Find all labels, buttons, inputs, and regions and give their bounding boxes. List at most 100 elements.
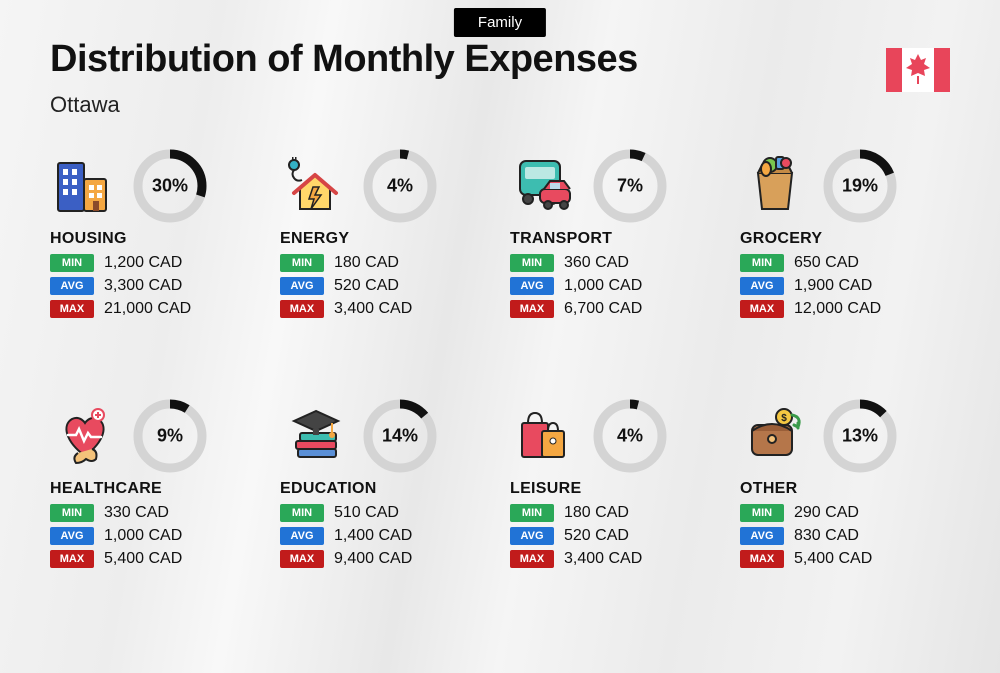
category-name: HEALTHCARE — [50, 480, 260, 498]
max-value: 3,400 CAD — [334, 300, 412, 318]
transport-icon — [510, 151, 580, 221]
percent-label: 14% — [382, 426, 418, 447]
percent-ring: 7% — [592, 148, 668, 224]
expense-card: 14% EDUCATION MIN 510 CAD AVG 1,400 CAD … — [280, 398, 490, 628]
category-name: OTHER — [740, 480, 950, 498]
max-tag: MAX — [280, 300, 324, 318]
page-title: Distribution of Monthly Expenses — [50, 38, 638, 81]
expense-card: 30% HOUSING MIN 1,200 CAD AVG 3,300 CAD … — [50, 148, 260, 378]
avg-value: 1,400 CAD — [334, 527, 412, 545]
avg-tag: AVG — [740, 277, 784, 295]
stat-avg: AVG 1,900 CAD — [740, 277, 950, 295]
stat-min: MIN 650 CAD — [740, 254, 950, 272]
min-value: 510 CAD — [334, 504, 399, 522]
percent-label: 4% — [617, 426, 643, 447]
stat-min: MIN 330 CAD — [50, 504, 260, 522]
avg-tag: AVG — [740, 527, 784, 545]
avg-value: 1,900 CAD — [794, 277, 872, 295]
max-value: 3,400 CAD — [564, 550, 642, 568]
education-icon — [280, 401, 350, 471]
stat-max: MAX 3,400 CAD — [510, 550, 720, 568]
min-value: 180 CAD — [334, 254, 399, 272]
min-tag: MIN — [740, 504, 784, 522]
percent-label: 4% — [387, 176, 413, 197]
expense-card: 4% LEISURE MIN 180 CAD AVG 520 CAD MAX 3… — [510, 398, 720, 628]
min-value: 290 CAD — [794, 504, 859, 522]
grocery-icon — [740, 151, 810, 221]
expense-card: 7% TRANSPORT MIN 360 CAD AVG 1,000 CAD M… — [510, 148, 720, 378]
percent-label: 7% — [617, 176, 643, 197]
max-tag: MAX — [50, 550, 94, 568]
max-tag: MAX — [280, 550, 324, 568]
expense-card: 9% HEALTHCARE MIN 330 CAD AVG 1,000 CAD … — [50, 398, 260, 628]
max-value: 12,000 CAD — [794, 300, 881, 318]
percent-ring: 30% — [132, 148, 208, 224]
max-value: 21,000 CAD — [104, 300, 191, 318]
stat-max: MAX 5,400 CAD — [740, 550, 950, 568]
stat-max: MAX 6,700 CAD — [510, 300, 720, 318]
avg-tag: AVG — [510, 277, 554, 295]
stat-min: MIN 180 CAD — [280, 254, 490, 272]
energy-icon — [280, 151, 350, 221]
max-value: 5,400 CAD — [104, 550, 182, 568]
category-name: TRANSPORT — [510, 230, 720, 248]
stat-max: MAX 12,000 CAD — [740, 300, 950, 318]
max-tag: MAX — [740, 300, 784, 318]
percent-ring: 19% — [822, 148, 898, 224]
stat-min: MIN 1,200 CAD — [50, 254, 260, 272]
avg-tag: AVG — [50, 527, 94, 545]
percent-label: 30% — [152, 176, 188, 197]
avg-tag: AVG — [280, 277, 324, 295]
expense-card: 19% GROCERY MIN 650 CAD AVG 1,900 CAD MA… — [740, 148, 950, 378]
stat-max: MAX 5,400 CAD — [50, 550, 260, 568]
other-icon: $ — [740, 401, 810, 471]
expense-card: $ 13% OTHER MIN 290 CAD AVG 830 CAD MAX … — [740, 398, 950, 628]
category-name: HOUSING — [50, 230, 260, 248]
leisure-icon — [510, 401, 580, 471]
category-name: GROCERY — [740, 230, 950, 248]
avg-value: 3,300 CAD — [104, 277, 182, 295]
percent-ring: 4% — [362, 148, 438, 224]
min-tag: MIN — [510, 254, 554, 272]
avg-value: 1,000 CAD — [104, 527, 182, 545]
stat-avg: AVG 520 CAD — [280, 277, 490, 295]
stat-min: MIN 510 CAD — [280, 504, 490, 522]
percent-ring: 4% — [592, 398, 668, 474]
avg-tag: AVG — [510, 527, 554, 545]
expense-card: 4% ENERGY MIN 180 CAD AVG 520 CAD MAX 3,… — [280, 148, 490, 378]
percent-label: 9% — [157, 426, 183, 447]
min-value: 1,200 CAD — [104, 254, 182, 272]
category-name: LEISURE — [510, 480, 720, 498]
page-subtitle: Ottawa — [50, 92, 120, 118]
stat-avg: AVG 830 CAD — [740, 527, 950, 545]
max-tag: MAX — [740, 550, 784, 568]
min-tag: MIN — [280, 504, 324, 522]
min-value: 180 CAD — [564, 504, 629, 522]
stat-min: MIN 360 CAD — [510, 254, 720, 272]
stat-avg: AVG 1,000 CAD — [510, 277, 720, 295]
stat-max: MAX 3,400 CAD — [280, 300, 490, 318]
healthcare-icon — [50, 401, 120, 471]
stat-avg: AVG 520 CAD — [510, 527, 720, 545]
max-tag: MAX — [510, 300, 554, 318]
min-tag: MIN — [740, 254, 784, 272]
stat-avg: AVG 1,400 CAD — [280, 527, 490, 545]
svg-text:$: $ — [781, 413, 787, 424]
percent-ring: 14% — [362, 398, 438, 474]
stat-avg: AVG 3,300 CAD — [50, 277, 260, 295]
min-value: 330 CAD — [104, 504, 169, 522]
percent-ring: 9% — [132, 398, 208, 474]
min-value: 650 CAD — [794, 254, 859, 272]
stat-max: MAX 21,000 CAD — [50, 300, 260, 318]
canada-flag-icon — [886, 48, 950, 92]
avg-tag: AVG — [50, 277, 94, 295]
housing-icon — [50, 151, 120, 221]
max-tag: MAX — [510, 550, 554, 568]
avg-value: 520 CAD — [334, 277, 399, 295]
max-value: 9,400 CAD — [334, 550, 412, 568]
min-tag: MIN — [510, 504, 554, 522]
max-value: 5,400 CAD — [794, 550, 872, 568]
avg-value: 520 CAD — [564, 527, 629, 545]
stat-min: MIN 180 CAD — [510, 504, 720, 522]
category-pill: Family — [454, 8, 546, 37]
